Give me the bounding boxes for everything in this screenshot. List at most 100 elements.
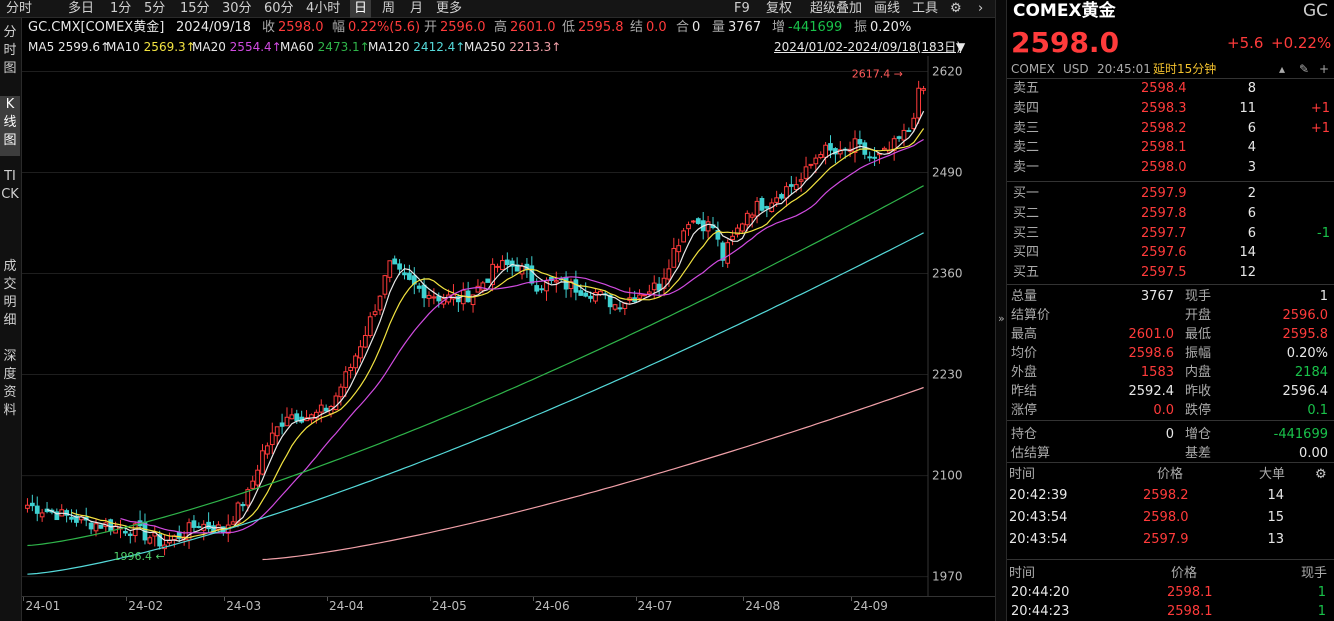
col-lot: 现手 [1301, 566, 1328, 581]
candle-body [318, 404, 324, 413]
stat-label: 均价 [1011, 346, 1038, 361]
col-big-order: 大单 [1259, 467, 1286, 482]
settings-icon[interactable]: ⚙ [950, 1, 962, 16]
date-range-label[interactable]: 2024/01/02-2024/09/18(183日) [774, 40, 961, 54]
left-tab-bar: 分时图 K线图 TICK 成交明细 深度资料 [0, 18, 22, 621]
stat-label: 跌停 [1185, 403, 1212, 418]
tab-tick[interactable]: TICK [1, 169, 19, 202]
quote-price-row: 2598.0 +5.6 +0.22% [1007, 26, 1334, 60]
candle-body [323, 407, 329, 412]
panel-divider[interactable]: » [995, 0, 1007, 621]
candle-body [338, 386, 344, 398]
stat-label: 内盘 [1185, 365, 1212, 380]
period-tab-15m[interactable]: 15分 [180, 1, 210, 16]
stat-value: 2601.0 [1128, 327, 1175, 342]
stat-label: 最高 [1011, 327, 1038, 342]
candle-body [25, 504, 30, 509]
stats-row: 涨停 0.0 跌停 0.1 [1007, 401, 1334, 420]
tools-button[interactable]: 工具 [912, 1, 939, 16]
stat-label: 基差 [1185, 446, 1212, 461]
book-volume: 2 [1247, 186, 1256, 201]
period-tab-multi-day[interactable]: 多日 [68, 1, 95, 16]
trade-time: 20:43:54 [1009, 510, 1068, 525]
stats-row: 估结算 基差 0.00 [1007, 444, 1334, 463]
kline-chart[interactable]: 2620 2490 2360 2230 2100 1970 2617.4 → 1996.4 ← [22, 56, 995, 596]
tab-kline-chart[interactable]: K线图 [0, 96, 20, 156]
change-value: 0.22%(5.6) [348, 20, 421, 35]
period-tab-5m[interactable]: 5分 [144, 1, 166, 16]
tick-row: 20:44:20 2598.1 1 [1007, 583, 1334, 602]
tab-depth-info[interactable]: 深度资料 [3, 349, 17, 418]
candle-body [157, 534, 163, 547]
x-tick-label: 24-06 [534, 599, 570, 613]
collapse-icon[interactable]: » [998, 312, 1005, 325]
chevron-right-icon[interactable]: › [978, 1, 984, 16]
inc-label: 增 [772, 20, 786, 35]
book-price: 2597.7 [1141, 225, 1187, 241]
period-tab-fenshi[interactable]: 分时 [6, 1, 33, 16]
trade-price: 2598.2 [1143, 488, 1189, 503]
book-level-label: 买一 [1013, 186, 1040, 201]
ma10-label: MA10 2569.3↑ [106, 40, 196, 54]
candle-body [514, 264, 520, 272]
tab-trade-detail[interactable]: 成交明细 [3, 259, 17, 328]
y-tick-label: 2230 [932, 368, 963, 382]
candle-body [681, 230, 686, 243]
ma-legend: MA5 2599.6↑ MA10 2569.3↑ MA20 2554.4↑ MA… [22, 38, 995, 56]
price-change-pct: +0.22% [1271, 34, 1332, 52]
f9-button[interactable]: F9 [734, 1, 750, 16]
period-tab-week[interactable]: 周 [382, 1, 396, 16]
candle-body [313, 411, 319, 419]
period-tab-4h[interactable]: 4小时 [306, 1, 341, 16]
edit-icon[interactable]: ✎ [1299, 62, 1310, 76]
candle-body [872, 156, 877, 159]
candle-body [593, 291, 598, 302]
settings-icon[interactable]: ⚙ [1315, 467, 1327, 482]
candle-body [367, 316, 373, 337]
book-change: +1 [1310, 100, 1330, 116]
add-watch-icon[interactable]: ▴ [1279, 62, 1286, 76]
plus-icon[interactable]: + [1319, 62, 1330, 76]
period-tab-more[interactable]: 更多 [436, 1, 463, 16]
candle-body [480, 282, 486, 291]
ma250-line [262, 386, 924, 561]
book-volume: 3 [1247, 160, 1256, 176]
high-label: 高 [494, 20, 508, 35]
adjust-button[interactable]: 复权 [766, 1, 793, 16]
period-tab-30m[interactable]: 30分 [222, 1, 252, 16]
overlay-button[interactable]: 超级叠加 [810, 1, 863, 16]
x-tick-label: 24-05 [431, 599, 467, 613]
book-price: 2598.3 [1141, 100, 1187, 116]
candle-body [921, 88, 926, 91]
big-trade-row: 20:43:54 2598.0 15 [1007, 508, 1334, 527]
stat-value: 1583 [1140, 365, 1174, 380]
candle-body [651, 282, 657, 291]
stat-value: 2596.4 [1282, 384, 1329, 399]
candle-body [788, 184, 794, 187]
col-time: 时间 [1009, 566, 1036, 581]
period-tab-month[interactable]: 月 [410, 1, 424, 16]
x-tick-mark [429, 597, 431, 601]
order-book-row: 卖四 2598.3 11 +1 [1007, 99, 1334, 118]
period-tab-60m[interactable]: 60分 [264, 1, 294, 16]
candle-body [803, 166, 809, 179]
candle-body [882, 147, 887, 151]
ma120-label: MA120 2412.4↑ [368, 40, 466, 54]
candle-body [470, 294, 476, 306]
candle-body [93, 523, 99, 532]
candle-body [39, 512, 45, 518]
order-book-row: 卖五 2598.4 8 [1007, 79, 1334, 98]
candle-body [852, 138, 858, 153]
draw-line-button[interactable]: 画线 [874, 1, 901, 16]
candle-body [382, 275, 388, 295]
range-dropdown-icon[interactable]: ▼ [956, 40, 966, 54]
period-tab-1m[interactable]: 1分 [110, 1, 132, 16]
period-tab-day[interactable]: 日 [350, 0, 372, 18]
candle-body [588, 295, 593, 299]
order-book-row: 卖二 2598.1 4 [1007, 138, 1334, 157]
tab-fenshi-chart[interactable]: 分时图 [3, 25, 17, 76]
ma60-line [27, 185, 924, 547]
order-book-row: 买五 2597.5 12 [1007, 263, 1334, 282]
tick-price: 2598.1 [1167, 604, 1213, 619]
